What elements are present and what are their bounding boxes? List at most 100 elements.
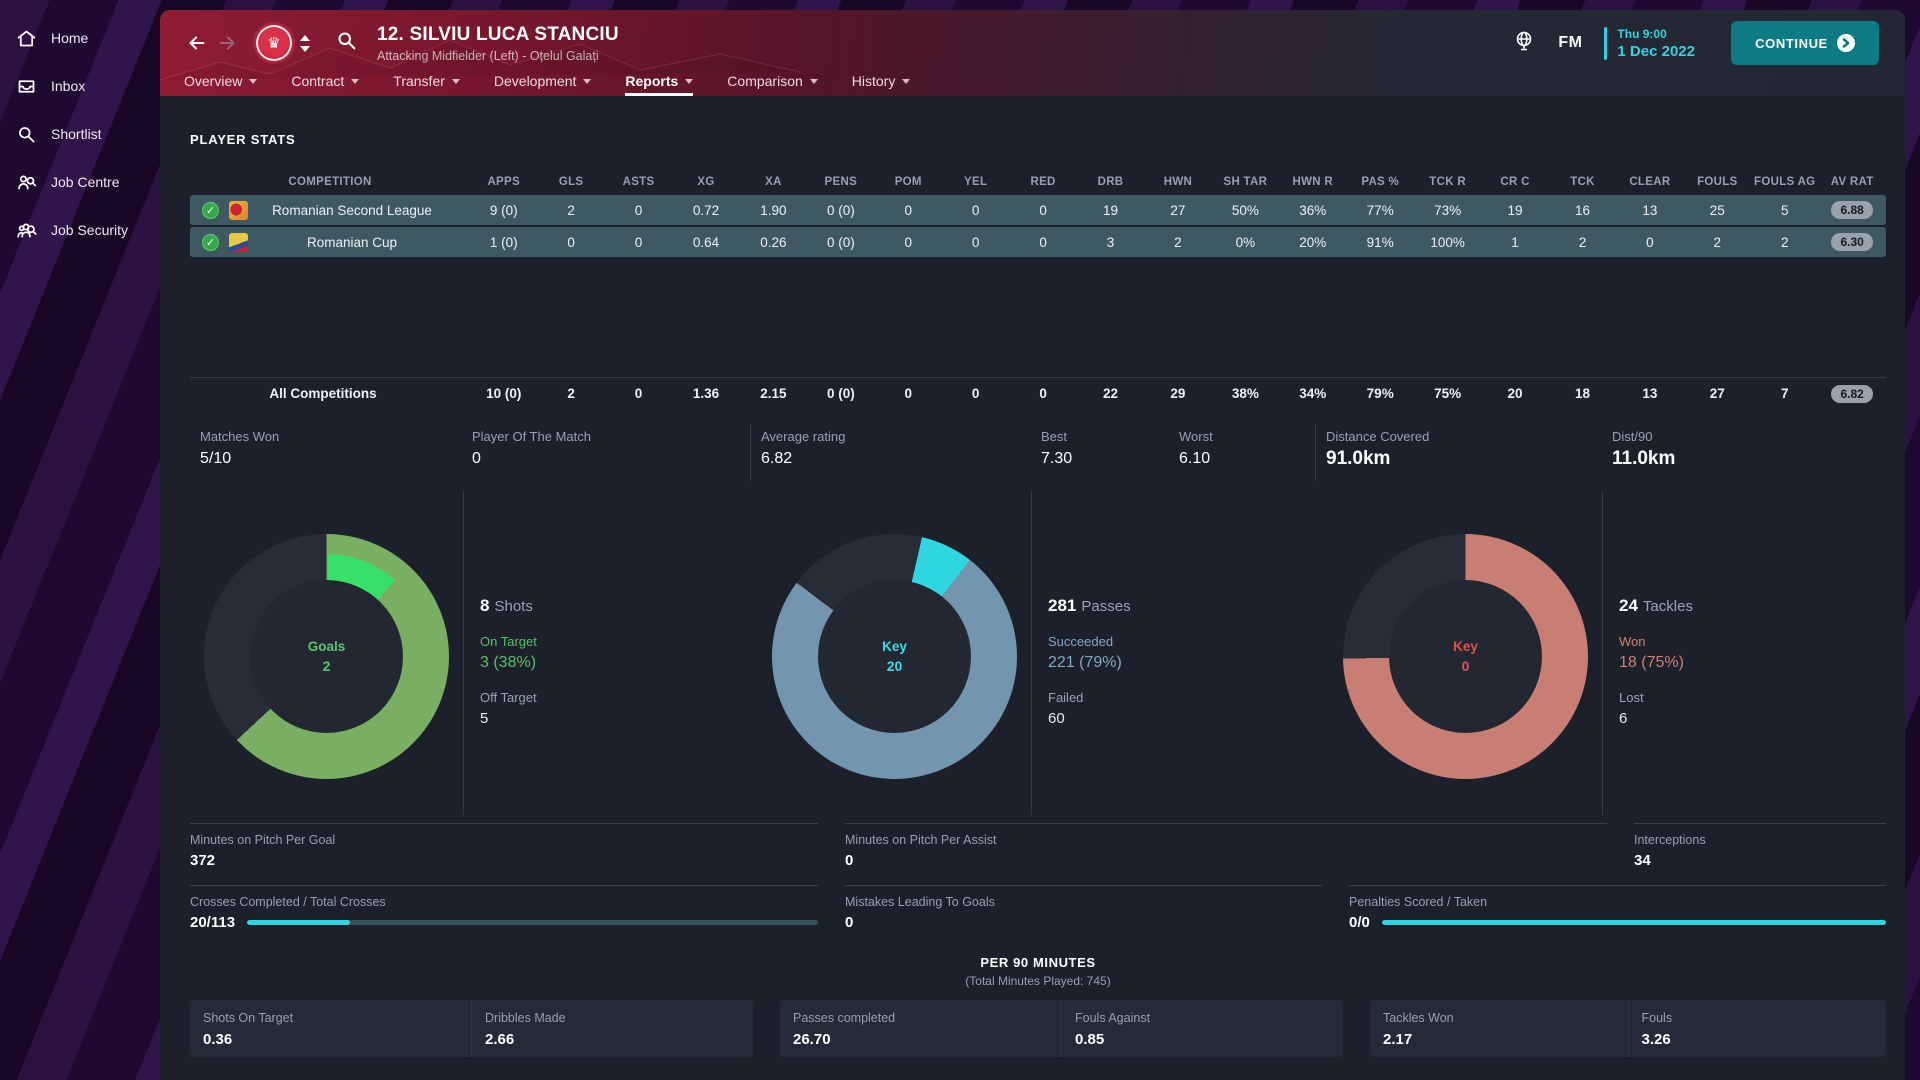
column-header[interactable]: YEL	[964, 176, 988, 188]
stat-dribbles-made-90: Dribbles Made 2.66	[471, 1000, 753, 1057]
tab-development[interactable]: Development	[494, 66, 592, 96]
sidebar-item-shortlist[interactable]: Shortlist	[0, 110, 160, 158]
per90-panel-defending: Tackles Won 2.17 Fouls 3.26	[1370, 1000, 1886, 1057]
stat-interceptions: Interceptions 34	[1634, 823, 1886, 875]
summary-strip: Matches Won 5/10 Player Of The Match 0 A…	[190, 425, 1886, 481]
key-passes-section: Key 20 281 Passes Succeeded 221 (79%) Fai…	[758, 491, 1322, 815]
table-row[interactable]: ✓ Romanian Second League 9 (0) 2 0 0.72 1.90 0 …	[190, 195, 1886, 225]
stat-cell: 1 (0)	[489, 234, 518, 250]
stat-cell: 27	[1709, 386, 1725, 401]
stat-passes-completed-90: Passes completed 26.70	[793, 1011, 896, 1048]
tab-history[interactable]: History	[852, 66, 911, 96]
sidebar-item-job-centre[interactable]: Job Centre	[0, 158, 160, 206]
column-header[interactable]: PENS	[824, 176, 858, 188]
stat-cell: 0 (0)	[826, 386, 855, 401]
column-header[interactable]: CLEAR	[1629, 176, 1671, 188]
column-header[interactable]: CR C	[1500, 176, 1530, 188]
table-row[interactable]: ✓ Romanian Cup 1 (0) 0 0 0.64 0.26 0 (0) 0 0 0 3 2 0%…	[190, 227, 1886, 257]
stat-cell: 20	[1507, 386, 1523, 401]
column-header[interactable]: GLS	[558, 176, 584, 188]
stat-cell: 0	[1039, 202, 1047, 218]
stat-cell: 0.64	[692, 234, 720, 250]
stat-cell: 100%	[1430, 234, 1465, 250]
section-title: PLAYER STATS	[190, 132, 296, 147]
tab-transfer[interactable]: Transfer	[393, 66, 460, 96]
date-accent-bar	[1604, 26, 1608, 60]
continue-arrow-icon	[1836, 34, 1855, 52]
donut-charts-zone: Goals 2 8 Shots On Target 3 (38%) Off Tar…	[190, 491, 1886, 815]
column-header[interactable]: AV RAT	[1830, 176, 1874, 188]
forward-button[interactable]	[212, 28, 242, 58]
column-header[interactable]: COMPETITION	[288, 176, 372, 188]
tab-overview[interactable]: Overview	[184, 66, 258, 96]
competition-name: Romanian Second League	[272, 202, 432, 218]
stat-cell: 0	[971, 234, 980, 250]
column-header[interactable]: FOULS	[1697, 176, 1738, 188]
stat-cell: 0	[904, 202, 912, 218]
column-header[interactable]: TCK	[1570, 176, 1595, 188]
stat-cell: 0	[971, 202, 980, 218]
tab-comparison[interactable]: Comparison	[727, 66, 818, 96]
column-header[interactable]: DRB	[1097, 176, 1124, 188]
column-header[interactable]: SH TAR	[1223, 176, 1268, 188]
player-cycle-chevrons-icon[interactable]	[300, 34, 310, 52]
selected-check-icon[interactable]: ✓	[202, 201, 219, 219]
sidebar-item-inbox[interactable]: Inbox	[0, 62, 160, 110]
stat-cell: 13	[1642, 202, 1658, 218]
nav-tabs: Overview Contract Transfer Development Repor…	[160, 66, 1905, 96]
column-header[interactable]: PAS %	[1361, 176, 1400, 188]
sidebar-item-label: Job Security	[51, 222, 129, 238]
forward-arrow-icon	[219, 36, 235, 50]
stat-cell: 0	[634, 386, 643, 401]
column-header[interactable]: FOULS AG	[1754, 176, 1816, 188]
tab-contract[interactable]: Contract	[291, 66, 360, 96]
stat-cell: 2	[1578, 234, 1587, 250]
column-header[interactable]: HWN R	[1292, 176, 1333, 188]
stat-cell: 25	[1709, 202, 1725, 218]
key-passes-donut-chart: Key 20	[772, 534, 1017, 779]
stat-player-of-the-match: Player Of The Match 0	[472, 429, 591, 467]
player-subtitle: Attacking Midfielder (Left) - Oțelul Gal…	[377, 48, 599, 63]
stat-cell: 0	[1646, 234, 1654, 250]
column-header[interactable]: TCK R	[1429, 176, 1466, 188]
search-icon	[338, 32, 356, 50]
competition-crest-icon	[229, 232, 248, 252]
column-header[interactable]: HWN	[1163, 176, 1193, 188]
per90-title: PER 90 MINUTES	[980, 955, 1096, 970]
column-header[interactable]: POM	[894, 176, 922, 188]
stat-cell: 0	[1039, 234, 1047, 250]
stat-cell: 9 (0)	[489, 202, 518, 218]
stat-cell: 16	[1574, 202, 1590, 218]
penalties-progress-bar	[1381, 920, 1886, 925]
column-header[interactable]: ASTS	[622, 176, 655, 188]
club-badge-selector[interactable]: ♛	[256, 25, 310, 61]
table-rows: ✓ Romanian Second League 9 (0) 2 0 0.72 1.90 0 …	[190, 195, 1886, 257]
stat-minutes-per-goal: Minutes on Pitch Per Goal 372	[190, 823, 818, 875]
game-time: Thu 9:00	[1617, 26, 1667, 41]
job-centre-icon	[18, 175, 37, 189]
tab-reports[interactable]: Reports	[625, 66, 694, 96]
selected-check-icon[interactable]: ✓	[202, 233, 219, 251]
stat-dist-per-90: Dist/90 11.0km	[1612, 429, 1676, 469]
stat-mistakes-leading-to-goals: Mistakes Leading To Goals 0	[845, 885, 1322, 941]
search-button[interactable]	[336, 30, 357, 56]
per90-subtitle: (Total Minutes Played: 745)	[965, 974, 1111, 988]
stat-fouls-90: Fouls 3.26	[1627, 1000, 1887, 1057]
table-empty-area	[190, 259, 1886, 377]
stat-shots-on-target-90: Shots On Target 0.36	[203, 1011, 294, 1048]
stat-cell: 22	[1102, 386, 1119, 401]
continue-button[interactable]: CONTINUE	[1731, 21, 1879, 65]
sidebar-item-home[interactable]: Home	[0, 14, 160, 62]
stat-tackles-won-90: Tackles Won 2.17	[1383, 1011, 1454, 1048]
stat-cell: 38%	[1231, 386, 1259, 401]
column-header[interactable]: XG	[697, 176, 715, 188]
sidebar-item-job-security[interactable]: Job Security	[0, 206, 160, 254]
column-header[interactable]: APPS	[487, 176, 520, 188]
column-header[interactable]: XA	[765, 176, 782, 188]
column-header[interactable]: RED	[1030, 176, 1056, 188]
fm-logo: FM	[1558, 34, 1583, 51]
sidebar-item-label: Job Centre	[51, 174, 120, 190]
back-button[interactable]	[182, 28, 212, 58]
stat-cell: 7	[1780, 386, 1789, 401]
chevron-down-icon	[351, 78, 360, 84]
